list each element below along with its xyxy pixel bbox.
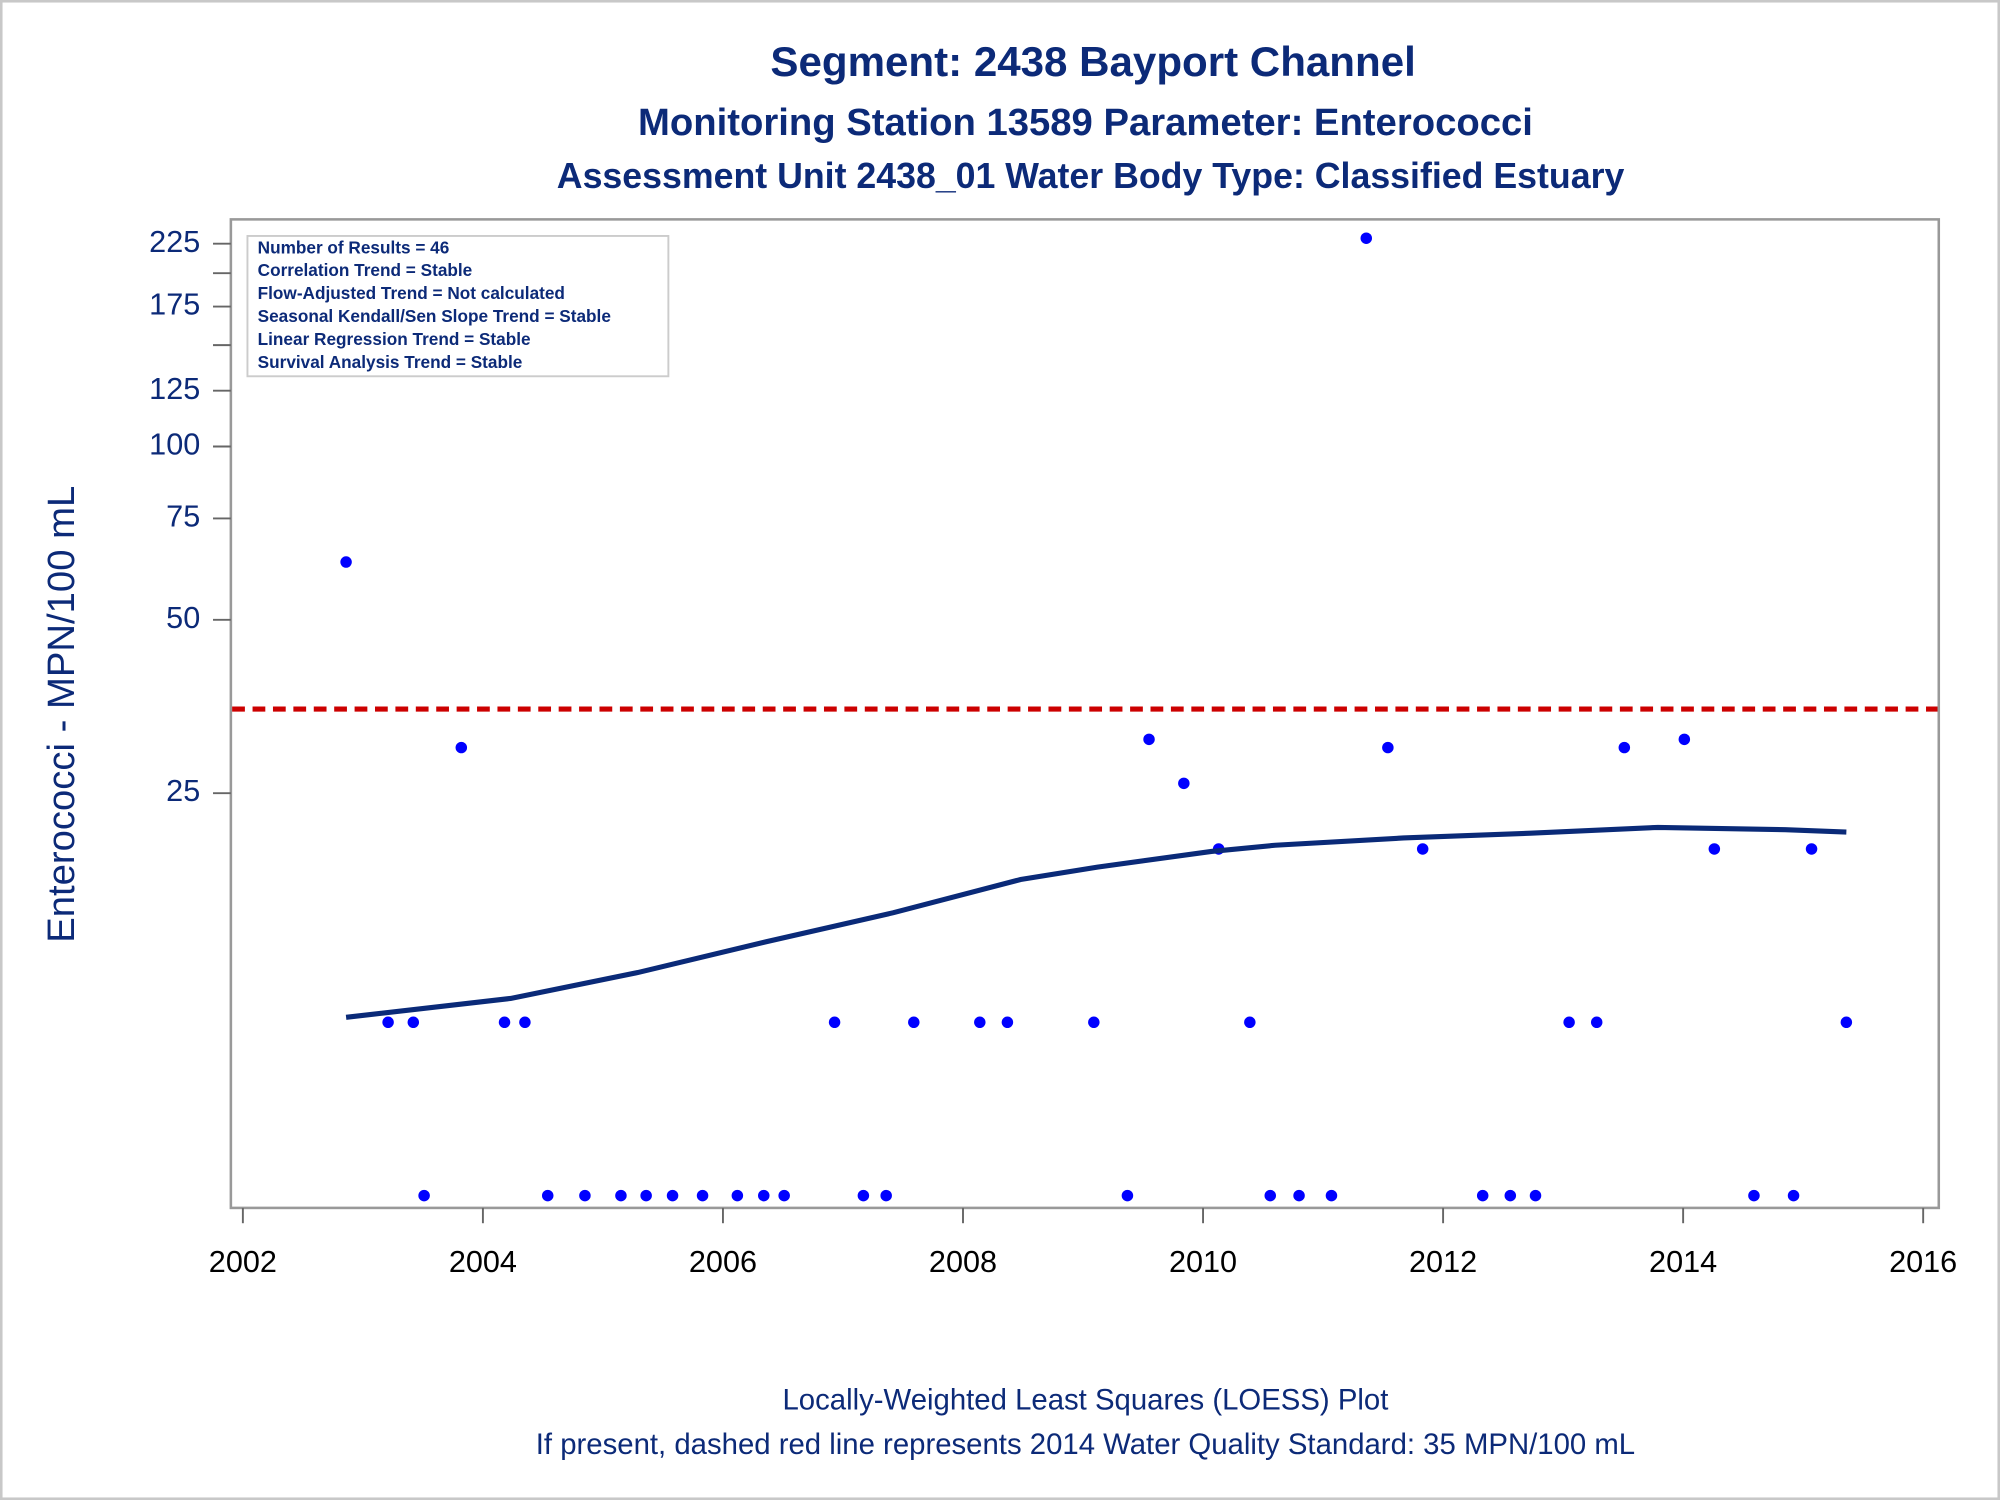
data-point	[455, 741, 468, 754]
x-tick-label: 2014	[1649, 1245, 1717, 1279]
chart-subtitle: Assessment Unit 2438_01 Water Body Type:…	[557, 156, 1625, 196]
data-point	[828, 1016, 841, 1029]
data-point	[1529, 1189, 1542, 1202]
data-point	[1178, 777, 1190, 790]
data-point	[666, 1189, 679, 1202]
data-point	[1590, 1016, 1603, 1029]
y-axis-label: Enterococci - MPN/100 mL	[40, 486, 83, 943]
data-point	[1416, 843, 1429, 855]
data-point	[1382, 741, 1394, 754]
stats-line: Flow-Adjusted Trend = Not calculated	[258, 283, 565, 303]
data-point	[1618, 741, 1631, 754]
data-point	[579, 1189, 591, 1202]
chart-subtitle: Monitoring Station 13589 Parameter: Ente…	[638, 101, 1533, 144]
data-point	[519, 1016, 531, 1029]
footnote: If present, dashed red line represents 2…	[536, 1428, 1635, 1461]
stats-box-frame	[246, 235, 670, 378]
data-point	[758, 1189, 770, 1202]
data-point	[1244, 1016, 1256, 1029]
data-point	[1787, 1189, 1800, 1202]
y-tick-label: 25	[166, 774, 200, 808]
plot-frame	[229, 218, 1941, 1210]
data-point	[1504, 1189, 1517, 1202]
y-tick-label: 100	[149, 428, 200, 462]
data-point	[880, 1189, 892, 1202]
data-point	[696, 1189, 709, 1202]
data-point	[407, 1016, 420, 1029]
chart-title: Segment: 2438 Bayport Channel	[770, 38, 1415, 85]
data-point	[418, 1189, 430, 1202]
data-point	[974, 1016, 986, 1029]
data-point	[640, 1189, 652, 1202]
data-point	[1293, 1189, 1305, 1202]
x-tick-label: 2004	[449, 1245, 517, 1279]
y-tick-label: 225	[149, 225, 200, 259]
data-point	[1121, 1189, 1134, 1202]
stats-line: Survival Analysis Trend = Stable	[258, 352, 523, 372]
data-point	[1476, 1189, 1489, 1202]
data-point	[1001, 1016, 1014, 1029]
data-point	[340, 556, 352, 568]
data-point	[498, 1016, 511, 1029]
x-tick-label: 2012	[1409, 1245, 1477, 1279]
stats-line: Correlation Trend = Stable	[258, 260, 473, 280]
data-point	[1748, 1189, 1760, 1202]
stats-box: Number of Results = 46 Correlation Trend…	[246, 235, 670, 378]
data-point	[731, 1189, 744, 1202]
y-tick-label: 75	[166, 500, 200, 534]
data-point	[908, 1016, 920, 1029]
stats-line: Linear Regression Trend = Stable	[258, 329, 531, 349]
data-point	[541, 1189, 554, 1202]
y-tick-label: 175	[149, 288, 200, 322]
stats-line: Number of Results = 46	[258, 237, 450, 257]
stats-line: Seasonal Kendall/Sen Slope Trend = Stabl…	[258, 306, 611, 326]
x-tick-label: 2008	[929, 1245, 997, 1279]
data-point	[1563, 1016, 1575, 1029]
data-point	[1708, 843, 1721, 855]
data-point	[382, 1016, 394, 1029]
loess-line	[345, 824, 1847, 1020]
data-point	[1088, 1016, 1100, 1029]
data-point	[1840, 1016, 1853, 1029]
x-tick-label: 2016	[1889, 1245, 1957, 1279]
y-tick-label: 125	[149, 372, 200, 406]
x-tick-label: 2002	[209, 1245, 277, 1279]
y-tick-label: 50	[166, 601, 200, 635]
data-point	[615, 1189, 627, 1202]
data-point	[857, 1189, 870, 1202]
x-tick-label: 2010	[1169, 1245, 1237, 1279]
data-point	[1143, 733, 1155, 746]
data-point	[1678, 733, 1691, 746]
data-point	[778, 1189, 790, 1202]
data-point	[1805, 843, 1818, 855]
data-point	[1264, 1189, 1276, 1202]
data-point	[1325, 1189, 1338, 1202]
footnote: Locally-Weighted Least Squares (LOESS) P…	[783, 1384, 1389, 1417]
data-point	[1360, 232, 1373, 244]
x-tick-label: 2006	[689, 1245, 757, 1279]
